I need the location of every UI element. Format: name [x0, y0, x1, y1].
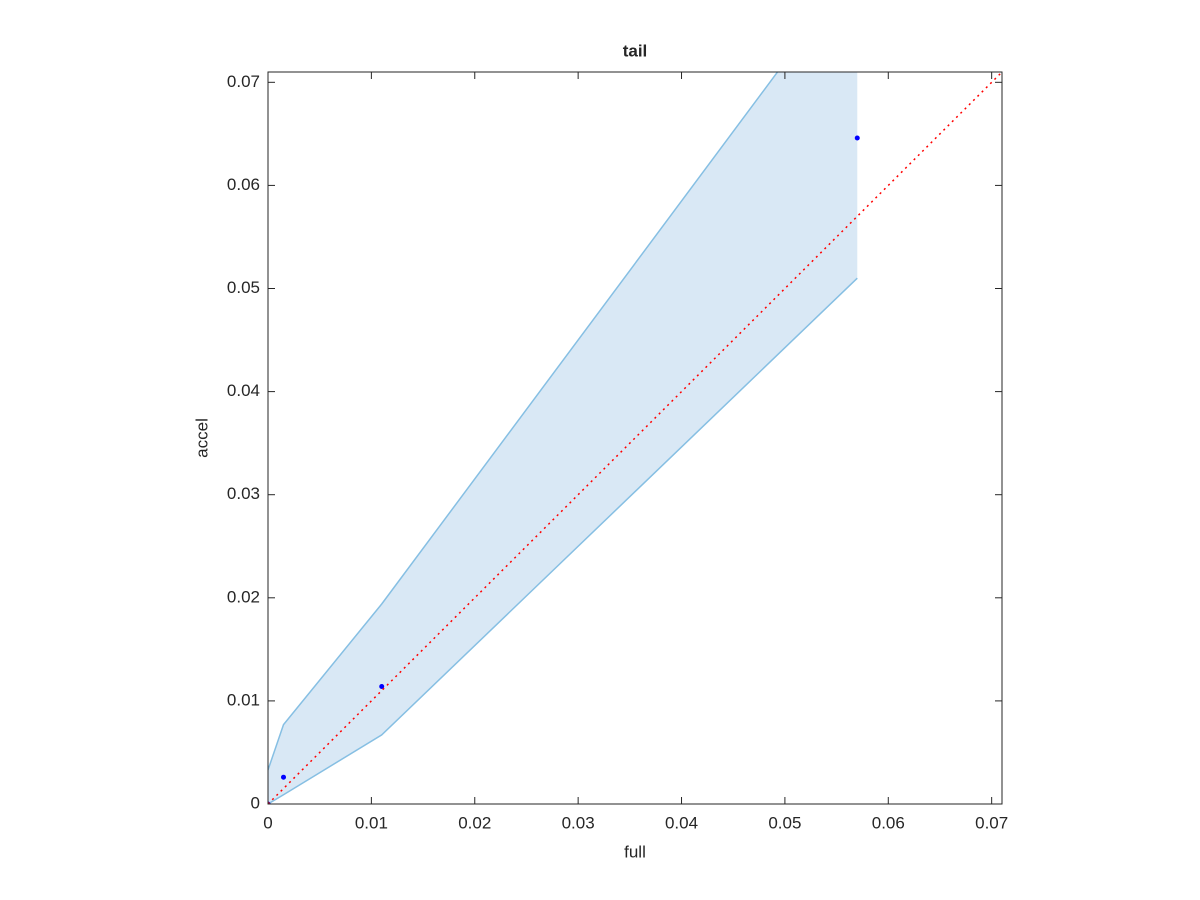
y-tick-label: 0.06	[227, 175, 260, 194]
x-tick-label: 0.05	[768, 813, 801, 832]
y-tick-label: 0	[251, 793, 260, 812]
x-tick-label: 0.02	[458, 813, 491, 832]
axes-box	[267, 71, 1003, 805]
y-tick-label: 0.01	[227, 690, 260, 709]
x-tick-label: 0.07	[975, 813, 1008, 832]
data-point	[281, 774, 287, 780]
y-tick-label: 0.03	[227, 484, 260, 503]
x-tick-label: 0.04	[665, 813, 698, 832]
y-tick-label: 0.07	[227, 72, 260, 91]
y-tick-label: 0.05	[227, 278, 260, 297]
x-tick-label: 0.01	[355, 813, 388, 832]
data-point	[854, 135, 860, 141]
band-upper-edge	[268, 72, 779, 771]
y-tick-label: 0.02	[227, 587, 260, 606]
x-tick-label: 0.06	[872, 813, 905, 832]
band-area	[268, 72, 858, 804]
y-axis-label: accel	[192, 418, 211, 458]
band-lower-edge	[268, 277, 858, 804]
data-point	[379, 683, 385, 689]
x-axis-label: full	[624, 842, 646, 861]
chart-title: tail	[623, 41, 648, 60]
x-tick-label: 0	[263, 813, 272, 832]
x-tick-label: 0.03	[562, 813, 595, 832]
plot-layer	[268, 72, 1002, 804]
y-tick-label: 0.04	[227, 381, 260, 400]
